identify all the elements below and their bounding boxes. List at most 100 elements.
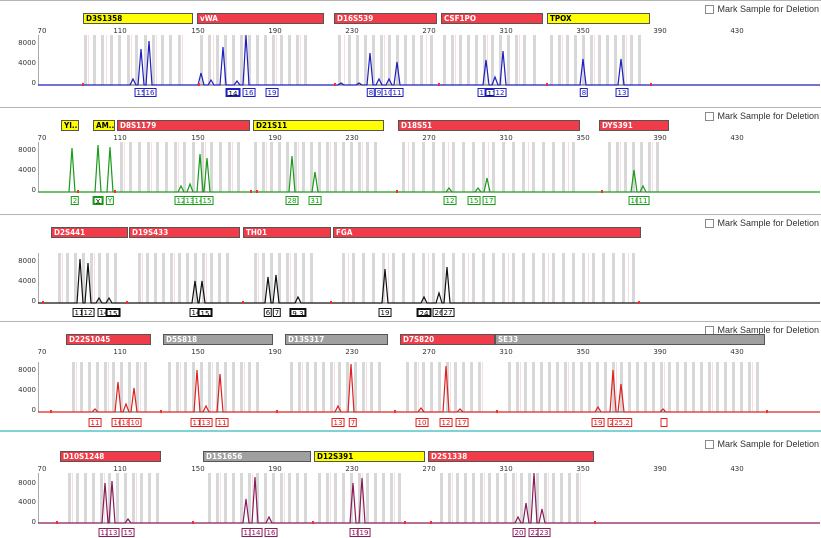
allele-label[interactable]: 11 [636, 196, 650, 205]
allele-label[interactable]: 31 [308, 196, 322, 205]
allele-label[interactable]: 11 [88, 418, 102, 427]
electropherogram-svg [38, 142, 820, 193]
marker-d18s51[interactable]: D18S51 [398, 120, 580, 131]
y-tick: 0 [31, 518, 36, 526]
marker-d22s1045[interactable]: D22S1045 [66, 334, 151, 345]
allele-label[interactable]: 25.2 [612, 418, 632, 427]
allele-label[interactable]: 17 [455, 418, 469, 427]
allele-label[interactable]: 17 [482, 196, 496, 205]
allele-label[interactable]: 7 [348, 418, 358, 427]
allele-label[interactable]: 15 [200, 196, 214, 205]
allele-label[interactable]: 15 [467, 196, 481, 205]
deletion-checkbox[interactable] [705, 4, 715, 14]
allele-label[interactable]: 19 [357, 528, 371, 537]
x-tick: 390 [653, 348, 667, 356]
allele-label[interactable]: 15 [197, 308, 213, 318]
allele-label[interactable]: 2 [70, 196, 80, 205]
allele-label[interactable]: 6 [263, 308, 273, 317]
x-tick: 70 [37, 134, 47, 142]
allele-label[interactable]: 12 [443, 196, 457, 205]
allele-label[interactable]: 13 [199, 418, 213, 427]
marker-th01[interactable]: TH01 [243, 227, 331, 238]
allele-label[interactable]: 8 [579, 88, 589, 97]
marker-d10s1248[interactable]: D10S1248 [60, 451, 161, 462]
marker-tpox[interactable]: TPOX [547, 13, 650, 24]
marker-d5s818[interactable]: D5S818 [163, 334, 273, 345]
x-tick: 430 [730, 465, 744, 473]
allele-label[interactable]: 16 [264, 528, 278, 537]
deletion-checkbox[interactable] [705, 111, 715, 121]
electropherogram-svg [38, 473, 820, 524]
marker-csf1po[interactable]: CSF1PO [441, 13, 543, 24]
allele-label[interactable]: 19 [591, 418, 605, 427]
y-tick: 4000 [18, 386, 36, 394]
allele-label[interactable]: 10 [128, 418, 142, 427]
allele-label[interactable]: X [92, 196, 104, 206]
allele-label[interactable]: 12 [439, 418, 453, 427]
y-tick: 8000 [18, 146, 36, 154]
x-tick: 150 [191, 27, 205, 35]
x-tick: 230 [345, 348, 359, 356]
x-tick: 150 [191, 348, 205, 356]
allele-label[interactable]: 11 [390, 88, 404, 97]
allele-label[interactable]: 24 [416, 308, 432, 318]
allele-label[interactable]: 19 [265, 88, 279, 97]
mark-deletion[interactable]: Mark Sample for Deletion [705, 2, 819, 16]
marker-d3s1358[interactable]: D3S1358 [83, 13, 193, 24]
marker-d21s11[interactable]: D21S11 [253, 120, 384, 131]
allele-label[interactable]: 14 [225, 88, 241, 98]
x-tick: 350 [576, 134, 590, 142]
x-tick: 390 [653, 27, 667, 35]
marker-d12s391[interactable]: D12S391 [314, 451, 425, 462]
marker-d2s1338[interactable]: D2S1338 [428, 451, 594, 462]
electropherogram-svg [38, 253, 820, 304]
electropherogram-plot [38, 142, 820, 193]
allele-label[interactable]: 19 [378, 308, 392, 317]
allele-label[interactable] [660, 418, 668, 427]
marker-fga[interactable]: FGA [333, 227, 641, 238]
marker-d16s539[interactable]: D16S539 [334, 13, 437, 24]
allele-label[interactable]: 15 [121, 528, 135, 537]
y-tick: 4000 [18, 498, 36, 506]
allele-label[interactable]: 7 [272, 308, 282, 317]
allele-label[interactable]: 13 [615, 88, 629, 97]
mark-label: Mark Sample for Deletion [717, 325, 819, 335]
allele-label[interactable]: 13 [106, 528, 120, 537]
marker-dys391[interactable]: DYS391 [599, 120, 669, 131]
allele-label[interactable]: 9.3 [289, 308, 307, 318]
marker-d2s441[interactable]: D2S441 [51, 227, 128, 238]
allele-label[interactable]: 10 [415, 418, 429, 427]
allele-label[interactable]: 28 [285, 196, 299, 205]
mark-deletion[interactable]: Mark Sample for Deletion [705, 109, 819, 123]
allele-label[interactable]: 15 [105, 308, 121, 318]
allele-label[interactable]: 12 [81, 308, 95, 317]
allele-label[interactable]: 12 [493, 88, 507, 97]
marker-d13s317[interactable]: D13S317 [285, 334, 388, 345]
marker-d19s433[interactable]: D19S433 [129, 227, 240, 238]
allele-label[interactable]: 20 [512, 528, 526, 537]
allele-label[interactable]: 16 [242, 88, 256, 97]
allele-label[interactable]: 27 [441, 308, 455, 317]
marker-amelogenin[interactable]: AM... [93, 120, 115, 131]
x-tick: 270 [422, 27, 436, 35]
mark-label: Mark Sample for Deletion [717, 4, 819, 14]
allele-label[interactable]: 23 [537, 528, 551, 537]
marker-yindel[interactable]: YI... [61, 120, 79, 131]
allele-label[interactable]: 11 [215, 418, 229, 427]
marker-se33[interactable]: SE33 [495, 334, 765, 345]
allele-label[interactable]: 8 [366, 88, 376, 97]
mark-deletion[interactable]: Mark Sample for Deletion [705, 216, 819, 230]
allele-label[interactable]: 14 [249, 528, 263, 537]
marker-d8s1179[interactable]: D8S1179 [117, 120, 250, 131]
allele-label[interactable]: 13 [331, 418, 345, 427]
deletion-checkbox[interactable] [705, 218, 715, 228]
allele-label[interactable]: Y [105, 196, 115, 205]
marker-d1s1656[interactable]: D1S1656 [203, 451, 311, 462]
marker-d7s820[interactable]: D7S820 [400, 334, 495, 345]
allele-label[interactable]: 16 [143, 88, 157, 97]
deletion-checkbox[interactable] [705, 439, 715, 449]
x-tick: 430 [730, 134, 744, 142]
mark-deletion[interactable]: Mark Sample for Deletion [705, 437, 819, 451]
x-tick: 230 [345, 27, 359, 35]
marker-vwa[interactable]: vWA [197, 13, 324, 24]
